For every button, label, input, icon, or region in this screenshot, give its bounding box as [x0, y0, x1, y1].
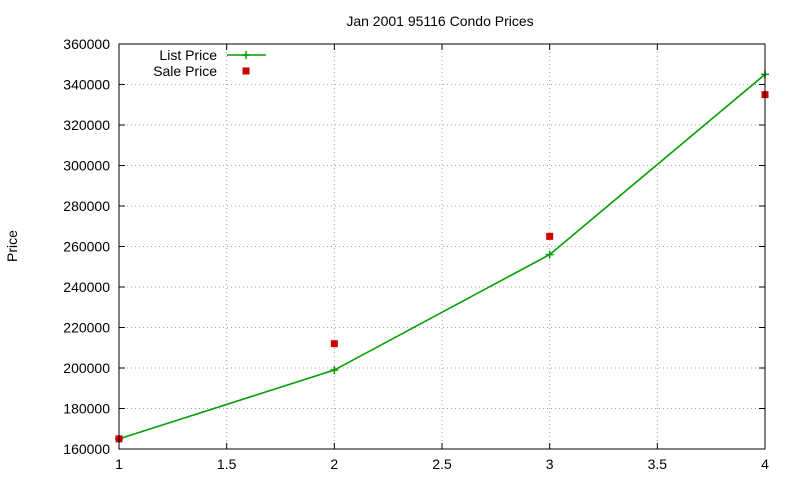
- y-tick-label: 260000: [63, 239, 110, 255]
- x-tick-label: 1.5: [217, 456, 237, 472]
- y-tick-label: 240000: [63, 279, 110, 295]
- y-axis-label: Price: [4, 230, 20, 262]
- x-tick-label: 3: [546, 456, 554, 472]
- y-tick-label: 280000: [63, 198, 110, 214]
- legend-label: List Price: [159, 47, 217, 63]
- series-line: [118, 73, 766, 440]
- x-tick-label: 2.5: [432, 456, 452, 472]
- grid-lines: [119, 44, 765, 449]
- y-tick-label: 320000: [63, 117, 110, 133]
- data-point: [545, 250, 554, 259]
- y-tick-label: 180000: [63, 401, 110, 417]
- series-1: [115, 91, 769, 443]
- legend-label: Sale Price: [153, 63, 217, 79]
- plot-frame: [118, 43, 766, 450]
- legend-marker: [242, 67, 250, 75]
- y-tick-label: 200000: [63, 360, 110, 376]
- y-tick-label: 220000: [63, 320, 110, 336]
- y-tick-label: 160000: [63, 441, 110, 457]
- legend-marker: [242, 51, 250, 59]
- y-tick-label: 360000: [63, 36, 110, 52]
- x-tick-label: 1: [115, 456, 123, 472]
- data-point: [330, 366, 339, 375]
- x-tick-label: 2: [330, 456, 338, 472]
- x-tick-label: 3.5: [648, 456, 668, 472]
- data-point: [330, 340, 338, 348]
- tick-labels: 160000 180000 200000 220000 240000 260000 2800…: [63, 36, 769, 472]
- data-point: [546, 232, 554, 240]
- x-tick-label: 4: [761, 456, 769, 472]
- y-tick-label: 300000: [63, 158, 110, 174]
- chart-title: Jan 2001 95116 Condo Prices: [346, 13, 533, 29]
- y-tick-label: 340000: [63, 77, 110, 93]
